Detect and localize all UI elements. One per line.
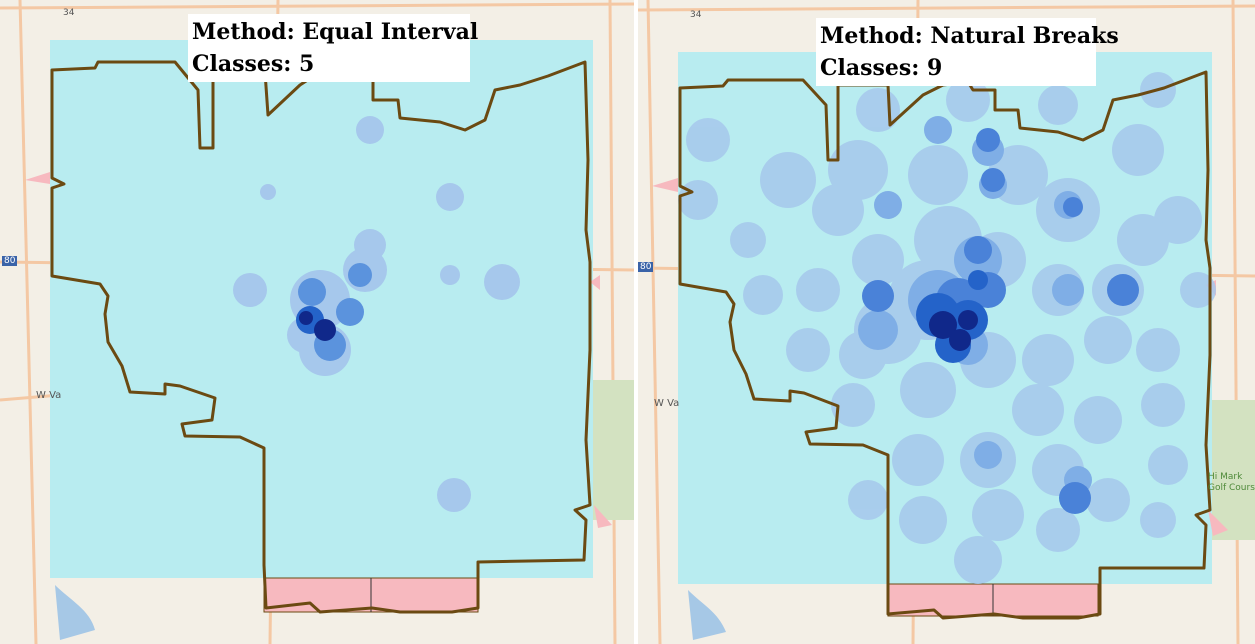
interstate-shield: 80 <box>638 262 654 272</box>
street-label: W Va <box>654 398 680 409</box>
highway-shield: 34 <box>690 10 702 20</box>
outside-area-west <box>652 178 678 192</box>
water-body <box>688 590 726 640</box>
classes-label: Classes: 5 <box>192 51 315 77</box>
highway-shield: 34 <box>63 8 75 18</box>
map-panel-equal-interval[interactable]: W Va 34 80 Method: Equal Interval Classe… <box>0 0 634 644</box>
water-body <box>55 585 95 640</box>
map-title-box: Method: Natural Breaks Classes: 9 <box>816 18 1119 86</box>
outside-area-west <box>25 172 50 184</box>
map-canvas[interactable] <box>638 0 1255 644</box>
street-label: W Va <box>36 390 62 401</box>
map-panel-natural-breaks[interactable]: W Va 34 80 Hi Mark Golf Course Method: N… <box>638 0 1255 644</box>
map-canvas[interactable] <box>0 0 634 644</box>
panel-divider <box>634 0 638 644</box>
poi-label: Hi Mark Golf Course <box>1208 472 1255 493</box>
method-label: Method: Natural Breaks <box>820 23 1119 49</box>
city-boundary <box>678 70 1212 620</box>
outside-area-southeast <box>594 505 612 528</box>
density-hotspots <box>233 116 520 512</box>
map-title-box: Method: Equal Interval Classes: 5 <box>188 14 479 82</box>
method-label: Method: Equal Interval <box>192 19 479 45</box>
density-hotspots <box>678 72 1216 584</box>
outside-area-east <box>590 275 600 290</box>
outside-area-southeast <box>1208 510 1228 536</box>
classes-label: Classes: 9 <box>820 55 943 81</box>
interstate-shield: 80 <box>2 256 18 266</box>
